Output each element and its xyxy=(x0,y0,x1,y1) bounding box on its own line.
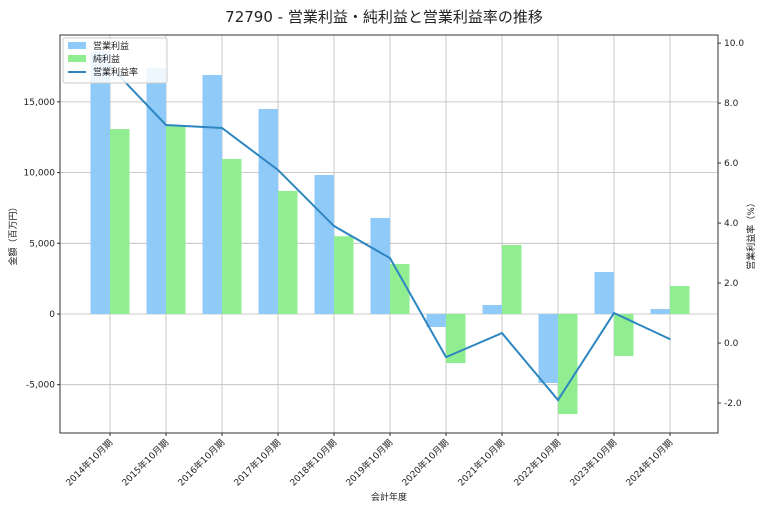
y2-tick-label: -2.0 xyxy=(724,399,742,409)
bar-net-profit xyxy=(110,129,130,315)
legend: 営業利益 純利益 営業利益率 xyxy=(62,37,168,84)
x-tick-label: 2018年10月期 xyxy=(287,437,339,489)
y2-tick-label: 8.0 xyxy=(724,99,739,109)
plot-frame xyxy=(59,34,719,434)
bar-operating-profit xyxy=(482,304,502,315)
bar-net-profit xyxy=(222,159,242,315)
bar-net-profit xyxy=(614,314,634,357)
line-point xyxy=(557,399,559,401)
x-tick-label: 2021年10月期 xyxy=(455,437,507,489)
line-point xyxy=(333,225,335,227)
line-point xyxy=(165,124,167,126)
y-tick-label: 0 xyxy=(49,310,55,320)
x-tick-label: 2019年10月期 xyxy=(343,437,395,489)
bar-net-profit xyxy=(670,286,690,315)
x-axis-label: 会計年度 xyxy=(371,491,407,503)
bar-operating-profit xyxy=(202,75,222,315)
y-tick-label: 5,000 xyxy=(29,239,55,249)
bar-operating-profit xyxy=(538,314,558,384)
y-tick-label: 10,000 xyxy=(24,169,56,179)
bars xyxy=(90,50,690,414)
line-point xyxy=(445,356,447,358)
line-point xyxy=(221,127,223,129)
y2-tick-label: 10.0 xyxy=(724,39,744,49)
bar-net-profit xyxy=(166,125,186,315)
x-tick-label: 2020年10月期 xyxy=(399,437,451,489)
line-point xyxy=(669,338,671,340)
bar-net-profit xyxy=(558,314,578,414)
bar-net-profit xyxy=(334,236,354,315)
y2-tick-label: 6.0 xyxy=(724,159,739,169)
x-axis: 2014年10月期 2015年10月期 2016年10月期 2017年10月期 2018… xyxy=(63,433,675,489)
x-tick-label: 2023年10月期 xyxy=(567,437,619,489)
y2-tick-label: 4.0 xyxy=(724,219,739,229)
y-tick-label: -5,000 xyxy=(26,381,55,391)
y2-tick-label: 2.0 xyxy=(724,279,739,289)
bar-net-profit xyxy=(278,190,298,315)
legend-swatch-operating xyxy=(68,42,86,49)
legend-swatch-net xyxy=(68,55,86,62)
bar-operating-profit xyxy=(594,272,614,315)
bar-net-profit xyxy=(502,244,522,315)
y-tick-label: 15,000 xyxy=(24,98,56,108)
y-axis-label: 金額（百万円） xyxy=(7,202,19,265)
bar-operating-profit xyxy=(650,309,670,315)
legend-label-net: 純利益 xyxy=(93,53,120,65)
line-point xyxy=(277,169,279,171)
line-series xyxy=(109,65,671,402)
legend-label-margin: 営業利益率 xyxy=(93,66,138,78)
y-axis-right: -2.0 0.0 2.0 4.0 6.0 8.0 10.0 xyxy=(718,39,744,409)
chart-title: 72790 - 営業利益・純利益と営業利益率の推移 xyxy=(225,8,543,26)
bar-operating-profit xyxy=(90,50,110,315)
line-point xyxy=(501,332,503,334)
x-tick-label: 2017年10月期 xyxy=(231,437,283,489)
x-tick-label: 2022年10月期 xyxy=(511,437,563,489)
x-tick-label: 2014年10月期 xyxy=(63,437,115,489)
legend-label-operating: 営業利益 xyxy=(93,40,129,52)
bar-operating-profit xyxy=(314,174,334,315)
bar-operating-profit xyxy=(370,217,390,315)
bar-operating-profit xyxy=(426,314,446,328)
line-point xyxy=(389,257,391,259)
bar-net-profit xyxy=(390,263,410,315)
x-tick-label: 2016年10月期 xyxy=(175,437,227,489)
x-tick-label: 2024年10月期 xyxy=(623,437,675,489)
y-axis-left: -5,000 0 5,000 10,000 15,000 xyxy=(24,98,60,391)
y2-tick-label: 0.0 xyxy=(724,339,739,349)
line-point xyxy=(613,312,615,314)
y2-axis-label: 営業利益率（%） xyxy=(745,198,757,270)
bar-operating-profit xyxy=(146,67,166,315)
bar-operating-profit xyxy=(258,108,278,315)
x-tick-label: 2015年10月期 xyxy=(119,437,171,489)
